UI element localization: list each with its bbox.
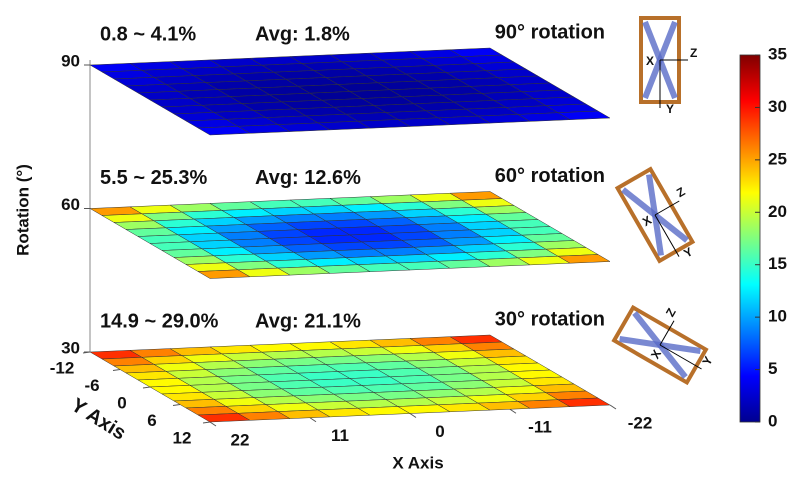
rotation-icon: Z Y X (639, 16, 697, 116)
z-tick-label: 30 (61, 338, 80, 357)
colorbar-tick-label: 30 (768, 97, 787, 116)
y-tick-label: 6 (147, 411, 156, 430)
x-tick (609, 404, 617, 410)
rotation-label: 60° rotation (495, 165, 605, 187)
y-tick-label: 0 (117, 393, 126, 412)
icon-axis (654, 200, 680, 216)
rotation-label: 30° rotation (495, 308, 605, 330)
x-tick-label: -22 (628, 413, 653, 432)
colorbar-tick-label: 15 (768, 254, 787, 273)
colorbar (739, 54, 761, 423)
avg-label: Avg: 21.1% (255, 310, 361, 332)
z-tick-label: 60 (61, 195, 80, 214)
x-tick-label: 11 (331, 426, 349, 445)
icon-label: Y (700, 354, 716, 368)
avg-label: Avg: 1.8% (255, 23, 350, 45)
x-tick-label: -11 (528, 418, 552, 437)
rotation-icon: ZYX (611, 304, 716, 386)
surface-layer (89, 334, 611, 423)
surface-cell (557, 110, 611, 120)
range-label: 5.5 ~ 25.3% (100, 167, 208, 189)
y-tick-label: 12 (173, 428, 192, 447)
icon-label: Z (674, 184, 687, 200)
colorbar-tick-label: 0 (768, 411, 777, 430)
x-tick (309, 417, 317, 423)
icon-label: Y (666, 102, 674, 116)
y-tick-label: -6 (84, 376, 99, 395)
avg-label: Avg: 12.6% (255, 167, 361, 189)
z-axis-label: Rotation (°) (13, 164, 32, 256)
y-tick (202, 421, 211, 424)
icon-axis (659, 320, 675, 346)
icon-label: Y (681, 245, 695, 261)
x-tick (509, 408, 517, 414)
x-axis-label: X Axis (392, 453, 443, 472)
colorbar-tick-label: 5 (768, 359, 777, 378)
surface-cell (557, 397, 611, 407)
icon-label: X (646, 54, 654, 68)
rotation-icon: ZYX (614, 166, 695, 264)
y-tick (82, 351, 91, 354)
x-tick (209, 421, 217, 427)
icon-label: Z (663, 306, 679, 319)
icon-label: Z (690, 46, 697, 60)
y-tick (172, 404, 181, 406)
colorbar-tick-label: 10 (768, 307, 787, 326)
rotation-label: 90° rotation (495, 21, 605, 43)
z-tick-label: 90 (61, 51, 80, 70)
x-tick (409, 413, 417, 418)
colorbar-tick-label: 20 (768, 202, 787, 221)
range-label: 0.8 ~ 4.1% (100, 23, 196, 45)
y-tick (112, 369, 121, 371)
surface-cell (557, 254, 611, 264)
y-tick-label: -12 (50, 358, 75, 377)
surface-layer (89, 191, 611, 279)
y-tick (142, 386, 151, 389)
range-label: 14.9 ~ 29.0% (100, 310, 219, 332)
x-tick-label: 22 (231, 430, 250, 449)
icon-axis (659, 344, 702, 370)
surface-layer (89, 47, 611, 136)
icon-axis (654, 214, 680, 257)
x-tick-label: 0 (435, 422, 444, 441)
colorbar-tick-label: 35 (768, 44, 787, 63)
colorbar-tick-label: 25 (768, 149, 787, 168)
